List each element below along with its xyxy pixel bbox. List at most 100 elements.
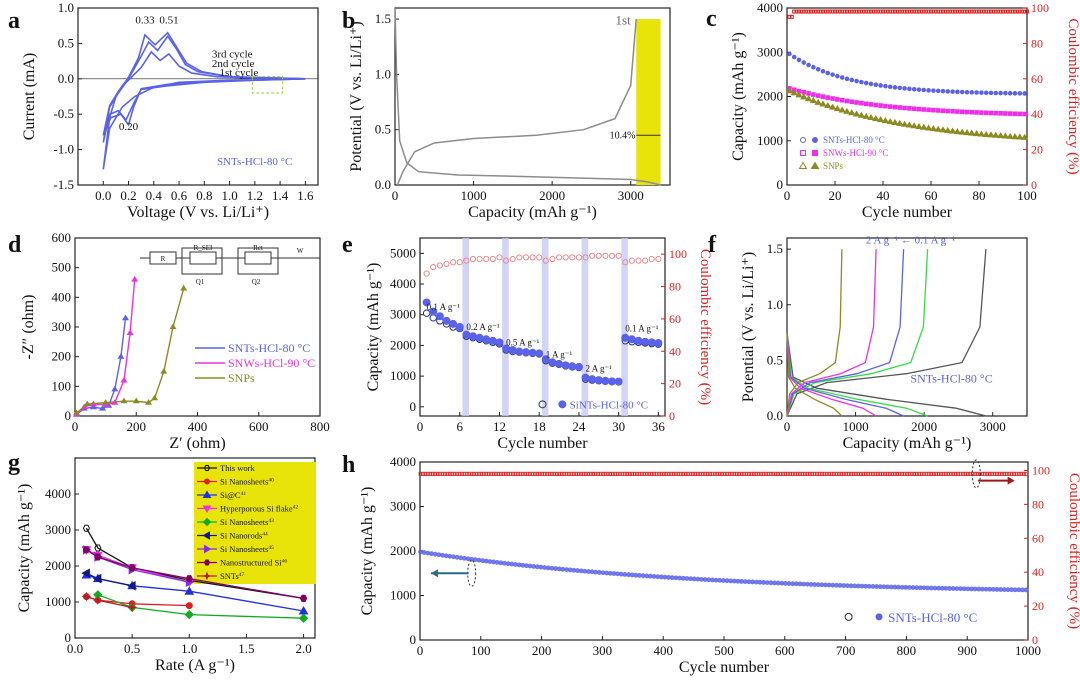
capacity-point <box>538 564 544 570</box>
ce-point <box>780 471 785 476</box>
panel-label: h <box>342 452 355 478</box>
x-tick-label: 1000 <box>1015 643 1041 658</box>
ce-point <box>430 471 435 476</box>
capacity-point <box>883 83 888 89</box>
ce-point <box>885 9 890 14</box>
x-axis-label: Cycle number <box>497 435 588 452</box>
legend-marker <box>798 161 808 169</box>
ce-point <box>1016 471 1021 476</box>
ce-point <box>998 9 1003 14</box>
rate-label: 0.5 A g⁻¹ <box>506 337 540 347</box>
ce-point <box>828 9 833 14</box>
x-tick-label: 300 <box>593 643 613 658</box>
capacity-point <box>900 120 909 127</box>
ce-point <box>809 9 813 14</box>
literature-point <box>127 580 136 591</box>
discharge-point <box>449 319 458 328</box>
ce-point <box>789 14 794 19</box>
ce-point <box>552 471 557 476</box>
capacity-point <box>571 567 577 573</box>
capacity-point <box>811 64 816 70</box>
legend-marker <box>202 531 210 540</box>
capacity-point <box>684 576 690 581</box>
impedance-point <box>111 385 119 392</box>
capacity-point <box>955 89 960 95</box>
literature-point <box>92 595 103 606</box>
ce-point <box>835 9 840 14</box>
y-tick-label: 0.0 <box>58 71 74 86</box>
capacity-ellipse <box>467 559 477 587</box>
ce-point <box>669 471 674 476</box>
capacity-point <box>531 564 537 569</box>
literature-point <box>300 594 308 602</box>
cv-curve-3 <box>102 31 306 136</box>
y-tick-label: 0.5 <box>767 352 783 367</box>
panel-label: e <box>342 232 353 258</box>
capacity-point <box>454 554 460 560</box>
y2-tick-label: 100 <box>1032 463 1050 477</box>
capacity-point <box>845 583 850 589</box>
capacity-point <box>963 129 971 136</box>
discharge-point <box>468 332 477 341</box>
capacity-point <box>720 578 726 583</box>
ce-point <box>844 471 849 476</box>
ce-point <box>792 9 797 14</box>
capacity-point <box>691 576 697 582</box>
ce-point <box>418 471 423 476</box>
ce-point <box>509 255 516 263</box>
impedance-curve <box>76 288 185 414</box>
ce-point <box>960 471 965 476</box>
capacity-point <box>855 583 861 589</box>
capacity-point <box>483 558 489 564</box>
ce-point <box>793 471 798 476</box>
ce-point <box>905 9 909 14</box>
ce-point <box>938 9 943 14</box>
ce-point <box>972 9 977 14</box>
capacity-point <box>509 561 515 567</box>
capacity-point <box>948 127 957 134</box>
panel-label: b <box>342 8 355 34</box>
capacity-point <box>854 78 859 84</box>
ce-point <box>924 471 929 476</box>
capacity-point <box>969 109 975 115</box>
ce-point <box>637 471 642 476</box>
ce-point <box>698 471 703 476</box>
capacity-point <box>886 118 894 125</box>
capacity-point <box>790 89 798 96</box>
ce-point <box>686 471 691 476</box>
capacity-point <box>1005 587 1011 593</box>
discharge-point <box>608 377 617 386</box>
capacity-point <box>658 574 664 580</box>
ce-point <box>982 471 987 476</box>
ce-point <box>608 471 613 476</box>
ce-point <box>849 9 854 14</box>
capacity-point <box>921 87 927 93</box>
capacity-point <box>852 583 858 589</box>
y-tick-label: 1.5 <box>375 11 391 26</box>
y-tick-label: 4000 <box>390 276 416 291</box>
ce-point <box>513 471 518 476</box>
ce-point <box>576 471 581 476</box>
ce-point <box>890 9 895 14</box>
capacity-point <box>618 571 624 577</box>
capacity-point <box>983 110 989 116</box>
capacity-arrowhead <box>430 569 438 578</box>
ce-arrowhead <box>1007 476 1015 485</box>
capacity-point <box>874 584 880 589</box>
y-tick-label: 2000 <box>757 89 783 104</box>
legend-label: Si Nanosheets40 <box>220 477 274 487</box>
discharge-point <box>654 338 663 347</box>
ce-point <box>545 471 550 476</box>
ce-point <box>830 9 835 14</box>
capacity-point <box>717 577 723 583</box>
ce-point <box>481 471 486 476</box>
x-tick-label: 24 <box>572 419 586 434</box>
capacity-point <box>633 572 639 578</box>
zoom-box <box>251 76 284 94</box>
ce-point <box>797 9 801 14</box>
ce-point <box>985 471 990 476</box>
ce-point <box>1020 9 1025 14</box>
plot-frame <box>77 7 319 186</box>
impedance-point <box>99 405 107 411</box>
capacity-point <box>945 108 951 114</box>
